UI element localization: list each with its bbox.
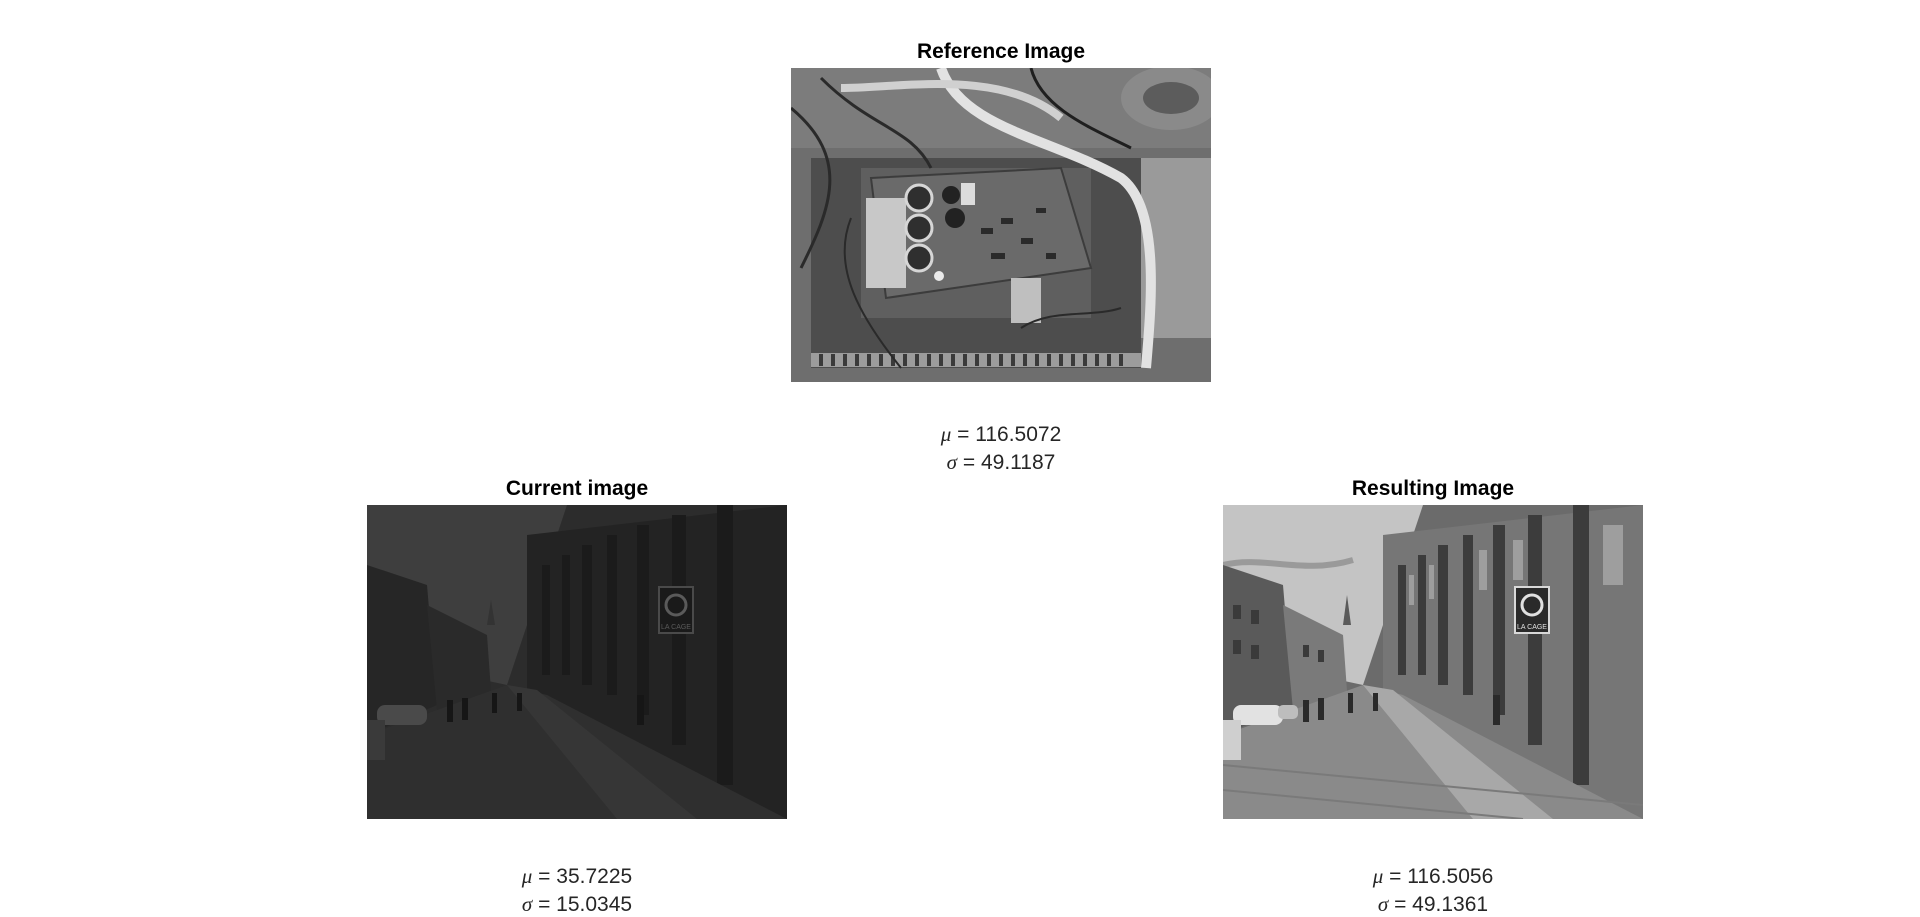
- resulting-image-title: Resulting Image: [1351, 477, 1515, 500]
- reference-image-title: Reference Image: [916, 40, 1086, 63]
- svg-text:LA CAGE: LA CAGE: [661, 624, 691, 631]
- reference-std-value: = 49.1187: [957, 451, 1056, 474]
- resulting-image: LA CAGE: [1223, 505, 1643, 819]
- resulting-std-label: σ = 49.1361: [1223, 892, 1643, 917]
- resulting-mean-label: μ = 116.5056: [1223, 864, 1643, 889]
- current-image-title: Current image: [505, 477, 649, 500]
- svg-text:LA CAGE: LA CAGE: [1517, 624, 1547, 631]
- current-mean-value: = 35.7225: [532, 865, 633, 888]
- reference-mean-value: = 116.5072: [951, 423, 1062, 446]
- reference-image: [791, 68, 1211, 382]
- current-mean-label: μ = 35.7225: [367, 864, 787, 889]
- resulting-mean-value: = 116.5056: [1383, 865, 1494, 888]
- street-scene-graphic: LA CAGE: [1223, 505, 1643, 819]
- reference-std-label: σ = 49.1187: [791, 450, 1211, 475]
- mu-symbol: μ: [940, 422, 952, 446]
- reference-mean-label: μ = 116.5072: [791, 422, 1211, 447]
- mu-symbol: μ: [1372, 864, 1384, 888]
- sigma-symbol: σ: [521, 892, 533, 916]
- circuit-board-graphic: [791, 68, 1211, 382]
- current-std-value: = 15.0345: [532, 893, 633, 916]
- current-image: LA CAGE: [367, 505, 787, 819]
- current-std-label: σ = 15.0345: [367, 892, 787, 917]
- street-scene-dark-graphic: LA CAGE: [367, 505, 787, 819]
- resulting-std-value: = 49.1361: [1388, 893, 1489, 916]
- sigma-symbol: σ: [946, 450, 958, 474]
- mu-symbol: μ: [521, 864, 533, 888]
- sigma-symbol: σ: [1377, 892, 1389, 916]
